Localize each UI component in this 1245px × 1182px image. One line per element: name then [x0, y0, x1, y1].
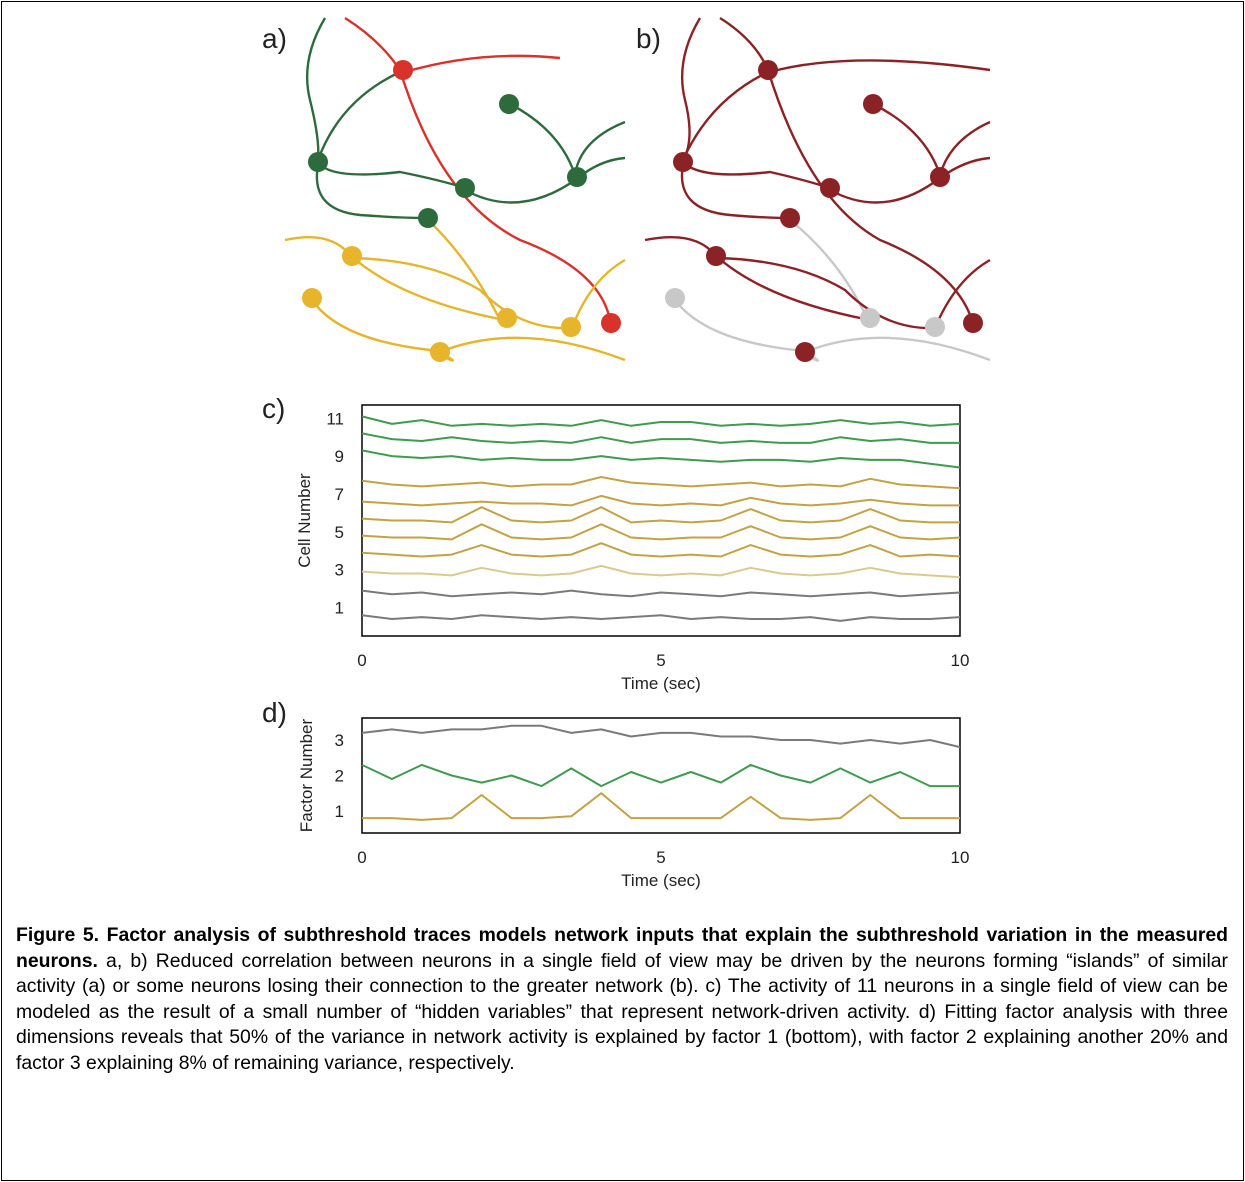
network-b [644, 16, 991, 362]
y-axis-label: Factor Number [297, 718, 316, 832]
trace [361, 724, 961, 749]
y-tick-label: 9 [335, 447, 344, 466]
figure-caption: Figure 5. Factor analysis of subthreshol… [16, 923, 1228, 1077]
figure: a) b) [262, 16, 991, 890]
plot-frame [361, 717, 961, 834]
network-a [284, 16, 626, 362]
trace [361, 763, 960, 788]
trace [361, 564, 961, 579]
x-axis-label: Time (sec) [621, 674, 701, 693]
x-tick-label: 10 [951, 848, 970, 867]
trace [362, 792, 960, 821]
y-tick-label: 1 [335, 802, 344, 821]
plot-frame [361, 404, 961, 637]
caption-body: a, b) Reduced correlation between neuron… [16, 949, 1228, 1074]
trace [361, 542, 961, 558]
x-tick-label: 0 [357, 848, 366, 867]
trace [361, 506, 960, 524]
y-tick-label: 3 [335, 731, 344, 750]
y-tick-label: 11 [326, 409, 344, 428]
x-tick-label: 0 [357, 651, 366, 670]
x-axis-label: Time (sec) [621, 871, 701, 890]
trace [361, 494, 960, 507]
trace [361, 449, 961, 469]
trace [361, 614, 961, 622]
y-tick-label: 2 [335, 767, 344, 786]
panel-label: a) [262, 23, 287, 54]
caption-title: Figure 5. Factor analysis of subthreshol… [16, 924, 1228, 972]
x-tick-label: 5 [656, 651, 665, 670]
y-tick-label: 1 [335, 599, 344, 618]
trace [361, 523, 961, 541]
panel-label: c) [262, 393, 285, 424]
y-axis-label: Cell Number [295, 473, 314, 568]
trace [361, 476, 961, 490]
y-tick-label: 5 [335, 523, 344, 542]
x-tick-label: 10 [951, 651, 970, 670]
y-tick-label: 7 [335, 485, 344, 504]
y-tick-label: 3 [335, 561, 344, 580]
trace [361, 432, 960, 444]
trace [361, 589, 961, 598]
trace [361, 415, 961, 427]
panel-label: b) [636, 23, 661, 54]
x-tick-label: 5 [656, 848, 665, 867]
panel-label: d) [262, 697, 287, 728]
